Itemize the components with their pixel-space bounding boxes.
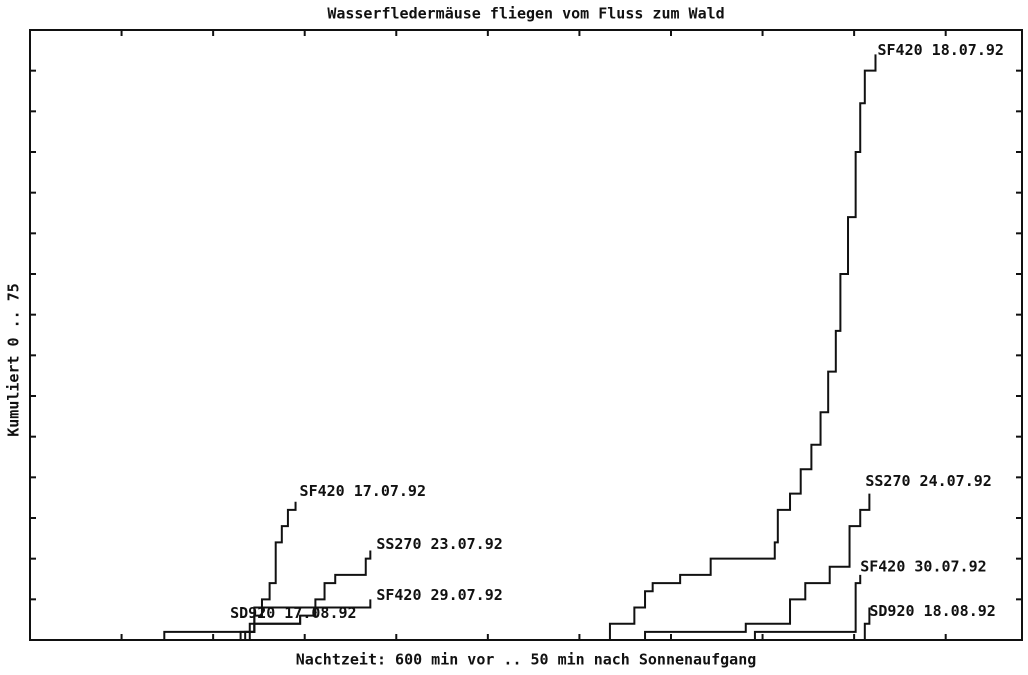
step-line xyxy=(163,615,302,640)
series-label: SD920 17.08.92 xyxy=(230,604,356,622)
series-label: SS270 24.07.92 xyxy=(865,472,991,490)
step-line xyxy=(863,607,871,640)
series-label: SF420 30.07.92 xyxy=(860,557,986,575)
step-line xyxy=(239,599,372,640)
step-line xyxy=(608,54,877,640)
step-line xyxy=(248,550,372,640)
series-label: SF420 29.07.92 xyxy=(376,586,502,604)
step-line xyxy=(644,493,871,640)
step-line xyxy=(753,574,862,640)
plot-frame xyxy=(29,29,1023,641)
chart-title: Wasserfledermäuse fliegen vom Fluss zum … xyxy=(327,5,724,23)
y-axis-label: Kumuliert 0 .. 75 xyxy=(5,283,23,437)
series-label: SD920 18.08.92 xyxy=(869,602,995,620)
series-label: SF420 18.07.92 xyxy=(877,41,1003,59)
series-label: SS270 23.07.92 xyxy=(376,535,502,553)
x-axis-label: Nachtzeit: 600 min vor .. 50 min nach So… xyxy=(296,651,757,669)
series-label: SF420 17.07.92 xyxy=(300,482,426,500)
